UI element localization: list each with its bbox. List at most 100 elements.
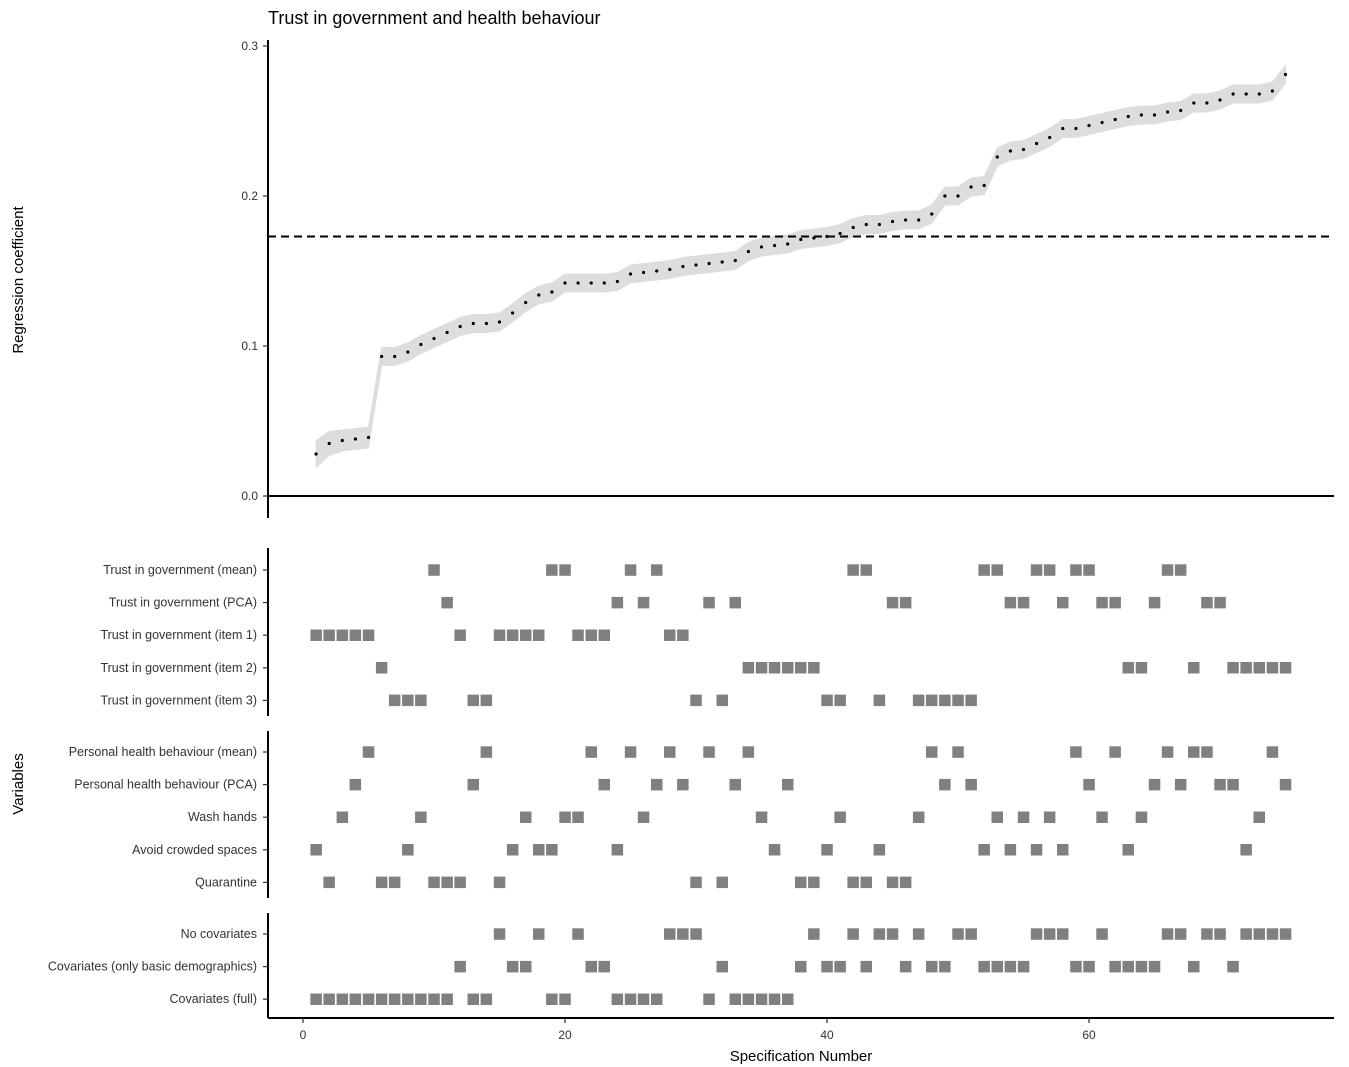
specification-tile xyxy=(637,811,650,823)
specification-tile xyxy=(585,960,597,973)
specification-tile xyxy=(1161,746,1174,758)
specification-tile xyxy=(939,960,951,973)
specification-tile xyxy=(428,564,440,576)
specification-tile xyxy=(821,844,833,856)
specification-tile xyxy=(808,876,820,889)
specification-tile xyxy=(1266,928,1279,940)
specification-tile xyxy=(664,629,676,641)
coefficient-point xyxy=(668,267,672,272)
y-tick-label: 0.3 xyxy=(241,39,258,53)
specification-tile xyxy=(886,928,899,940)
specification-tile xyxy=(585,629,597,641)
specification-tile xyxy=(624,993,637,1005)
row-label: Trust in government (PCA) xyxy=(109,596,257,610)
specification-tile xyxy=(336,993,349,1005)
specification-tile xyxy=(546,564,558,576)
x-axis-title: Specification Number xyxy=(730,1048,873,1065)
specification-tile xyxy=(952,928,964,940)
top-y-ticks: 0.3 0.2 0.1 0.0 xyxy=(241,39,268,503)
coefficient-point xyxy=(733,258,737,263)
coefficient-point xyxy=(1283,72,1288,77)
coefficient-point xyxy=(1270,89,1274,93)
specification-tile xyxy=(860,960,872,973)
row-label: Wash hands xyxy=(188,810,257,824)
specification-tile xyxy=(467,993,479,1005)
specification-tile xyxy=(860,876,872,889)
specification-tile xyxy=(965,778,977,791)
row-label: Personal health behaviour (PCA) xyxy=(74,778,257,792)
specification-tile xyxy=(677,778,689,791)
specification-tile xyxy=(860,564,872,576)
coefficient-panel: 0.3 0.2 0.1 0.0 xyxy=(241,39,1334,518)
specification-tile xyxy=(467,778,479,791)
specification-tile xyxy=(1135,662,1148,674)
coefficient-point xyxy=(655,269,659,273)
coefficient-point xyxy=(314,452,318,456)
specification-tile xyxy=(690,928,702,940)
specification-tile xyxy=(349,629,362,641)
specification-group: Trust in government (mean) Trust in gover… xyxy=(100,548,1292,716)
specification-tile xyxy=(834,694,846,707)
specification-tile xyxy=(415,694,427,707)
specification-tile xyxy=(402,844,414,856)
specification-tile xyxy=(1188,662,1200,674)
specification-tile xyxy=(388,993,401,1005)
specification-tile xyxy=(703,746,715,758)
specification-tile xyxy=(716,960,728,973)
specification-tile xyxy=(572,811,584,823)
coefficient-point xyxy=(419,342,423,347)
specification-tile xyxy=(598,629,610,641)
specification-tile xyxy=(336,629,349,641)
specification-tile xyxy=(1083,778,1095,791)
coefficient-point xyxy=(615,279,620,284)
specification-tile xyxy=(1174,778,1187,791)
specification-tile xyxy=(886,876,899,889)
specification-tile xyxy=(1043,811,1056,823)
coefficient-point xyxy=(1231,92,1235,96)
specification-tile xyxy=(651,993,663,1005)
coefficient-point xyxy=(327,441,331,446)
coefficient-point xyxy=(1152,113,1157,117)
specification-tile xyxy=(559,564,571,576)
specification-tile xyxy=(441,876,453,889)
specification-tile xyxy=(402,993,414,1005)
specification-tile xyxy=(1161,564,1174,576)
specification-tile xyxy=(611,993,624,1005)
specification-tile xyxy=(546,993,558,1005)
coefficient-point xyxy=(877,222,882,227)
specification-tile xyxy=(1030,928,1043,940)
specification-tile xyxy=(886,596,899,609)
coefficient-point xyxy=(366,435,371,440)
specification-tile xyxy=(768,844,781,856)
specification-tile xyxy=(467,694,479,707)
specification-tile xyxy=(926,746,938,758)
specification-tile xyxy=(1240,928,1252,940)
specification-group: No covariates Covariates (only basic demo… xyxy=(48,913,1292,1018)
coefficient-point xyxy=(589,281,593,285)
specification-tile xyxy=(912,811,925,823)
coefficient-point xyxy=(576,281,580,285)
coefficient-point xyxy=(380,354,384,359)
specification-tile xyxy=(1030,844,1043,856)
specification-tile xyxy=(454,960,466,973)
specification-tile xyxy=(480,993,493,1005)
specification-tile xyxy=(1214,596,1226,609)
coefficient-point xyxy=(1061,126,1065,131)
specification-tile xyxy=(520,811,532,823)
specification-tile xyxy=(1279,778,1292,791)
specification-tile xyxy=(873,844,886,856)
coefficient-point xyxy=(1087,123,1091,128)
specification-tile xyxy=(624,564,637,576)
specification-tile xyxy=(978,844,990,856)
specification-tile xyxy=(637,993,650,1005)
coefficient-point xyxy=(471,321,475,326)
row-label: No covariates xyxy=(181,927,257,941)
specification-tile xyxy=(834,811,846,823)
coefficient-point xyxy=(406,350,410,354)
specification-tile xyxy=(1043,928,1056,940)
coefficient-point xyxy=(825,234,829,239)
specification-tile xyxy=(611,596,624,609)
specification-tile xyxy=(572,928,584,940)
specification-tile xyxy=(1188,746,1200,758)
specification-tile xyxy=(664,746,676,758)
